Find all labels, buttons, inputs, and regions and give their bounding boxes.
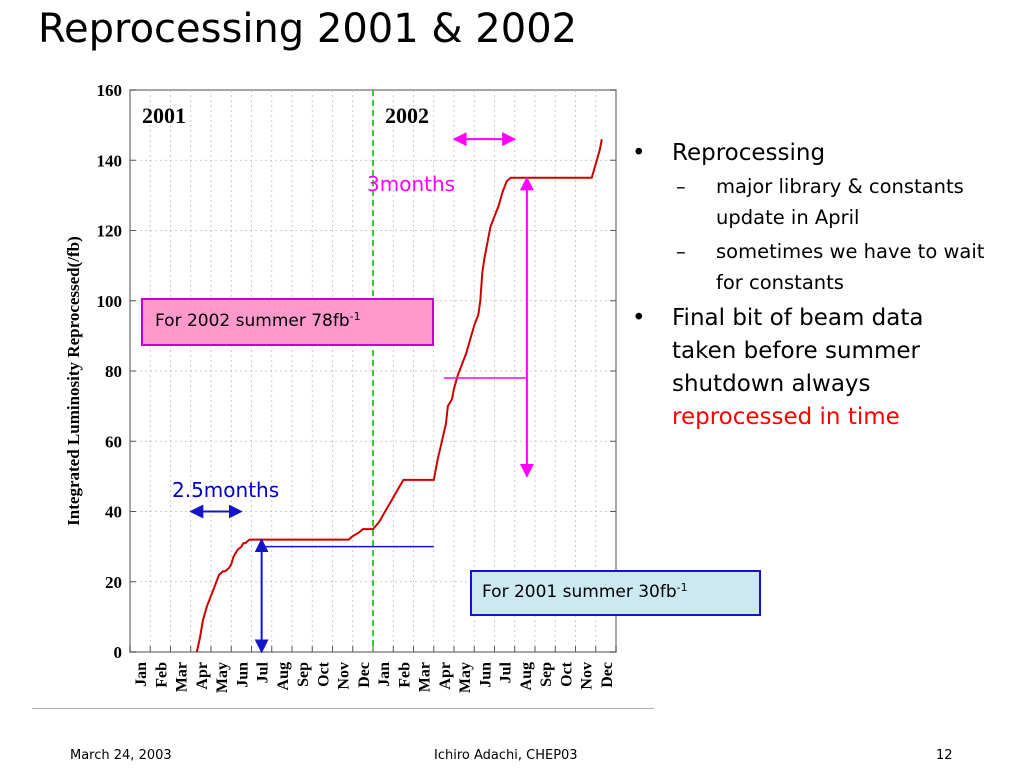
callout-2001-text: For 2001 summer 30fb <box>482 582 677 602</box>
y-tick-label: 0 <box>114 643 123 662</box>
slide-title: Reprocessing 2001 & 2002 <box>38 6 578 52</box>
y-tick-label: 100 <box>97 292 123 311</box>
y-tick-label: 80 <box>105 362 122 381</box>
callout-2001-sup: -1 <box>676 581 688 594</box>
bullet-highlight-text: reprocessed in time <box>672 404 900 430</box>
luminosity-series-line <box>195 139 603 653</box>
x-tick-label: Oct <box>558 661 575 687</box>
year-label: 2002 <box>385 103 429 128</box>
x-tick-label: Nov <box>336 662 353 690</box>
x-tick-label: Nov <box>579 662 596 690</box>
callout-2002-summer: For 2002 summer 78fb-1 <box>141 298 434 346</box>
y-tick-label: 160 <box>97 81 123 100</box>
bullet-item: • Final bit of beam data taken before su… <box>632 302 992 434</box>
x-tick-label: Jul <box>498 661 515 683</box>
y-tick-label: 60 <box>105 432 122 451</box>
footer-author: Ichiro Adachi, CHEP03 <box>434 748 578 763</box>
y-axis-label: Integrated Luminosity Reprocessed(/fb) <box>64 236 83 526</box>
duration-label-2002: 3months <box>367 172 456 196</box>
x-tick-label: Jun <box>477 662 494 688</box>
duration-label-2001: 2.5months <box>172 478 280 502</box>
x-tick-label: Feb <box>396 662 413 688</box>
bullet-marker: • <box>632 305 646 331</box>
bullet-list: • Reprocessing – major library & constan… <box>632 137 992 436</box>
sub-bullet-text: major library & constants update in Apri… <box>716 175 964 229</box>
y-tick-label: 20 <box>105 573 122 592</box>
x-tick-label: Feb <box>153 662 170 688</box>
x-tick-label: Aug <box>275 662 292 690</box>
callout-2002-sup: -1 <box>349 310 361 323</box>
footer-page-number: 12 <box>936 748 953 763</box>
callout-2001-summer: For 2001 summer 30fb-1 <box>470 570 761 616</box>
bullet-text: Final bit of beam data taken before summ… <box>672 305 924 397</box>
sub-bullet-marker: – <box>676 240 686 263</box>
y-tick-label: 40 <box>105 503 122 522</box>
sub-bullet-item: – major library & constants update in Ap… <box>632 172 992 233</box>
x-tick-label: Apr <box>437 662 454 690</box>
y-tick-label: 140 <box>97 151 123 170</box>
x-tick-label: Apr <box>194 662 211 690</box>
sub-bullet-marker: – <box>676 175 686 198</box>
bullet-item: • Reprocessing <box>632 137 992 170</box>
x-tick-label: Jul <box>255 661 272 683</box>
footer-date: March 24, 2003 <box>70 748 172 763</box>
x-tick-label: Jan <box>133 662 150 687</box>
x-tick-label: May <box>214 662 231 693</box>
callout-2002-text: For 2002 summer 78fb <box>155 311 350 331</box>
year-label: 2001 <box>142 103 186 128</box>
x-tick-label: Aug <box>518 662 535 690</box>
footer-divider <box>32 708 654 709</box>
bullet-marker: • <box>632 140 646 166</box>
x-tick-label: Dec <box>599 662 616 688</box>
sub-bullet-item: – sometimes we have to wait for constant… <box>632 237 992 298</box>
x-tick-label: Jun <box>234 662 251 688</box>
x-tick-label: May <box>457 662 474 693</box>
bullet-text: Reprocessing <box>672 140 826 166</box>
x-tick-label: Dec <box>356 662 373 688</box>
y-tick-label: 120 <box>97 222 123 241</box>
sub-bullet-text: sometimes we have to wait for constants <box>716 240 985 294</box>
x-tick-label: Oct <box>315 661 332 687</box>
x-tick-label: Sep <box>538 662 555 687</box>
x-tick-label: Sep <box>295 662 312 687</box>
x-tick-label: Mar <box>174 662 191 692</box>
x-tick-label: Mar <box>417 662 434 692</box>
x-tick-label: Jan <box>376 662 393 687</box>
